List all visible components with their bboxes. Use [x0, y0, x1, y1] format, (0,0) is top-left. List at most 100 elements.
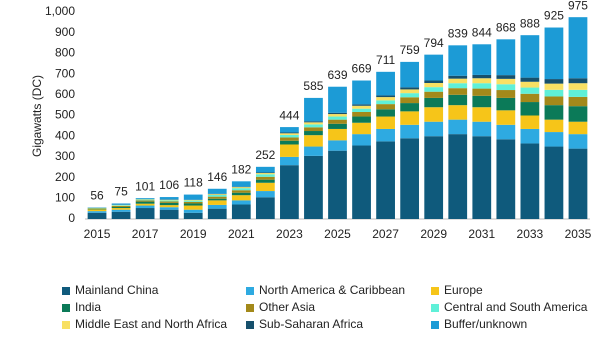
bar-segment — [496, 139, 516, 219]
bar-segment — [520, 77, 540, 82]
bar-segment — [111, 209, 131, 212]
bar-segment — [544, 105, 564, 120]
bar-segment — [352, 111, 371, 117]
y-tick-label: 1,000 — [45, 4, 75, 18]
bar-segment — [472, 136, 492, 219]
bar-segment — [520, 81, 540, 88]
bar-segment — [568, 78, 588, 84]
bar-segment — [520, 93, 540, 103]
y-tick-label: 500 — [55, 108, 75, 122]
total-label: 56 — [90, 189, 104, 203]
legend-swatch — [431, 304, 439, 312]
bar-segment — [255, 182, 275, 192]
bar-segment — [496, 75, 516, 79]
x-tick-label: 2021 — [228, 227, 255, 241]
bar-segment — [520, 102, 540, 116]
y-axis-title: Gigawatts (DC) — [30, 75, 44, 157]
bar-segment — [231, 195, 251, 201]
bar-segment — [472, 121, 492, 137]
bar-segment — [111, 208, 131, 210]
bar-segment — [135, 201, 155, 204]
bar-segment — [328, 128, 347, 141]
total-label: 794 — [424, 36, 444, 50]
x-tick-label: 2033 — [517, 227, 544, 241]
bar-segment — [159, 200, 179, 202]
y-tick-label: 0 — [68, 211, 75, 225]
bar-segment — [255, 172, 275, 174]
legend-label: Sub-Saharan Africa — [259, 317, 363, 331]
bar-segment — [280, 165, 299, 219]
bar-segment — [304, 135, 323, 147]
bar-segment — [352, 104, 371, 106]
bar-segment — [544, 96, 564, 106]
bar-segment — [304, 122, 323, 125]
bar-segment — [448, 78, 468, 84]
y-tick-label: 800 — [55, 46, 75, 60]
bar-segment — [207, 208, 227, 219]
bar-segment — [448, 88, 468, 95]
bar-segment — [231, 192, 251, 196]
bar-segment — [135, 205, 155, 209]
bar-segment — [328, 116, 347, 120]
bar-segment — [183, 203, 203, 206]
bar-segment — [424, 121, 444, 137]
bar-segment — [280, 127, 299, 133]
bar-segment — [231, 190, 251, 193]
bar-segment — [376, 116, 395, 129]
total-label: 252 — [255, 148, 275, 162]
y-tick-label: 900 — [55, 25, 75, 39]
bar-segment — [304, 121, 323, 123]
bar-segment — [304, 124, 323, 128]
bar-segment — [400, 87, 420, 90]
bar-segment — [255, 176, 275, 180]
bar-segment — [472, 95, 492, 108]
total-label: 106 — [159, 178, 179, 192]
bar-segment — [424, 107, 444, 122]
bar-segment — [472, 83, 492, 89]
bar-segment — [304, 155, 323, 219]
bar-segment — [183, 199, 203, 201]
bar-segment — [496, 78, 516, 85]
x-tick-label: 2025 — [324, 227, 351, 241]
bar-segment — [280, 156, 299, 166]
legend-swatch — [62, 287, 70, 295]
bar-segment — [280, 140, 299, 145]
bar-segment — [448, 83, 468, 89]
bar-segment — [87, 212, 107, 219]
bar-segment — [568, 148, 588, 219]
total-label: 118 — [184, 176, 203, 190]
bar-segment — [448, 119, 468, 135]
legend-swatch — [246, 321, 254, 329]
bar-segment — [472, 74, 492, 79]
bar-segment — [111, 206, 131, 209]
bar-segment — [472, 78, 492, 84]
bar-segment — [400, 61, 420, 88]
bar-segment — [568, 89, 588, 97]
bar-segment — [568, 96, 588, 107]
bar-segment — [376, 128, 395, 142]
bar-segment — [111, 203, 131, 205]
total-label: 146 — [207, 170, 227, 184]
bar-segment — [111, 205, 131, 206]
bar-segment — [496, 110, 516, 125]
bar-segment — [472, 88, 492, 96]
legend-label: Other Asia — [259, 300, 315, 314]
y-tick-label: 100 — [55, 190, 75, 204]
bar-segment — [231, 181, 251, 187]
total-label: 711 — [376, 53, 395, 67]
bar-segment — [280, 133, 299, 135]
bar-segment — [424, 54, 444, 81]
bar-segment — [207, 188, 227, 194]
total-label: 75 — [114, 185, 128, 199]
bar-segment — [376, 97, 395, 101]
bar-segment — [520, 35, 540, 78]
bar-segment — [424, 83, 444, 88]
bar-segment — [496, 97, 516, 111]
legend-swatch — [246, 287, 254, 295]
x-tick-label: 2031 — [468, 227, 495, 241]
x-tick-label: 2027 — [372, 227, 399, 241]
bar-segment — [87, 209, 107, 212]
bar-segment — [183, 209, 203, 213]
total-label: 844 — [472, 25, 492, 39]
